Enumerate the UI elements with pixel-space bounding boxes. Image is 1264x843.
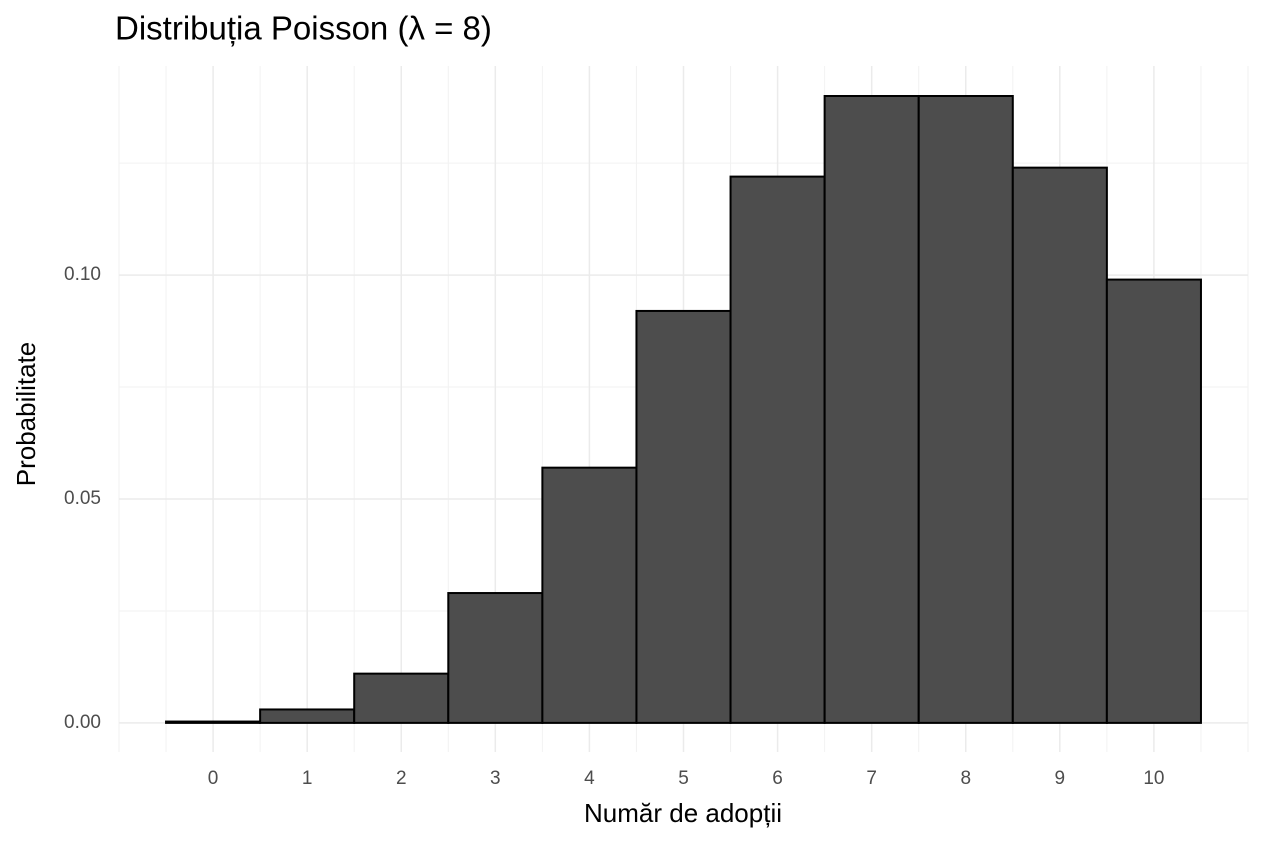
bar	[541, 466, 638, 724]
y-tick-label: 0.10	[64, 264, 101, 285]
x-tick-label: 3	[490, 768, 501, 789]
y-axis-label: Probabilitate	[11, 342, 41, 487]
bar	[823, 95, 920, 724]
x-tick-label: 8	[960, 768, 971, 789]
y-tick-label: 0.00	[64, 712, 101, 733]
y-tick-label: 0.05	[64, 488, 101, 509]
x-axis-label: Număr de adopții	[584, 798, 782, 828]
x-tick-label: 6	[772, 768, 783, 789]
bar	[1105, 278, 1202, 724]
x-tick-label: 7	[866, 768, 877, 789]
x-tick-label: 4	[584, 768, 595, 789]
bar	[635, 309, 732, 724]
bar	[447, 592, 544, 724]
bar	[259, 708, 356, 724]
x-tick-label: 0	[208, 768, 219, 789]
x-tick-label: 5	[678, 768, 689, 789]
bar	[729, 175, 826, 724]
chart-title: Distribuția Poisson (λ = 8)	[115, 10, 492, 47]
bar	[917, 95, 1014, 724]
x-tick-label: 9	[1055, 768, 1066, 789]
x-tick-label: 2	[396, 768, 407, 789]
x-tick-label: 1	[302, 768, 313, 789]
bar	[353, 672, 450, 724]
bar	[165, 720, 262, 724]
bar	[1011, 166, 1108, 724]
x-tick-label: 10	[1143, 768, 1164, 789]
